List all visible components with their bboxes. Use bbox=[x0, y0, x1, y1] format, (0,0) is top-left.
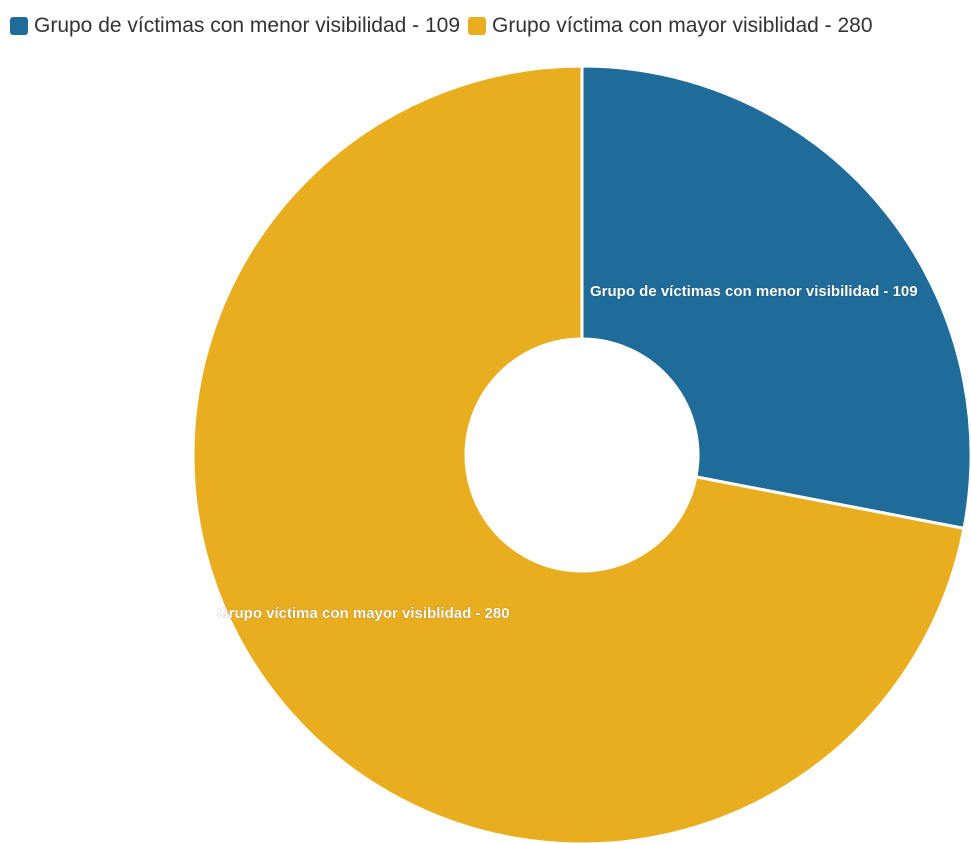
chart-legend: Grupo de víctimas con menor visibilidad … bbox=[10, 14, 873, 38]
slice-label-menor: Grupo de víctimas con menor visibilidad … bbox=[590, 283, 918, 300]
slice-mayor-visibilidad[interactable] bbox=[191, 64, 966, 843]
legend-label-menor: Grupo de víctimas con menor visibilidad … bbox=[34, 14, 461, 37]
legend-swatch-menor bbox=[10, 17, 28, 35]
legend-swatch-mayor bbox=[468, 17, 487, 35]
slice-menor-visibilidad[interactable] bbox=[580, 64, 971, 531]
legend-item-mayor-visibilidad[interactable]: Grupo víctima con mayor visiblidad - 280 bbox=[468, 14, 873, 38]
legend-label-mayor: Grupo víctima con mayor visiblidad - 280 bbox=[492, 14, 873, 37]
slice-label-mayor: Grupo víctima con mayor visiblidad - 280 bbox=[217, 605, 510, 622]
legend-item-menor-visibilidad[interactable]: Grupo de víctimas con menor visibilidad … bbox=[10, 14, 460, 38]
